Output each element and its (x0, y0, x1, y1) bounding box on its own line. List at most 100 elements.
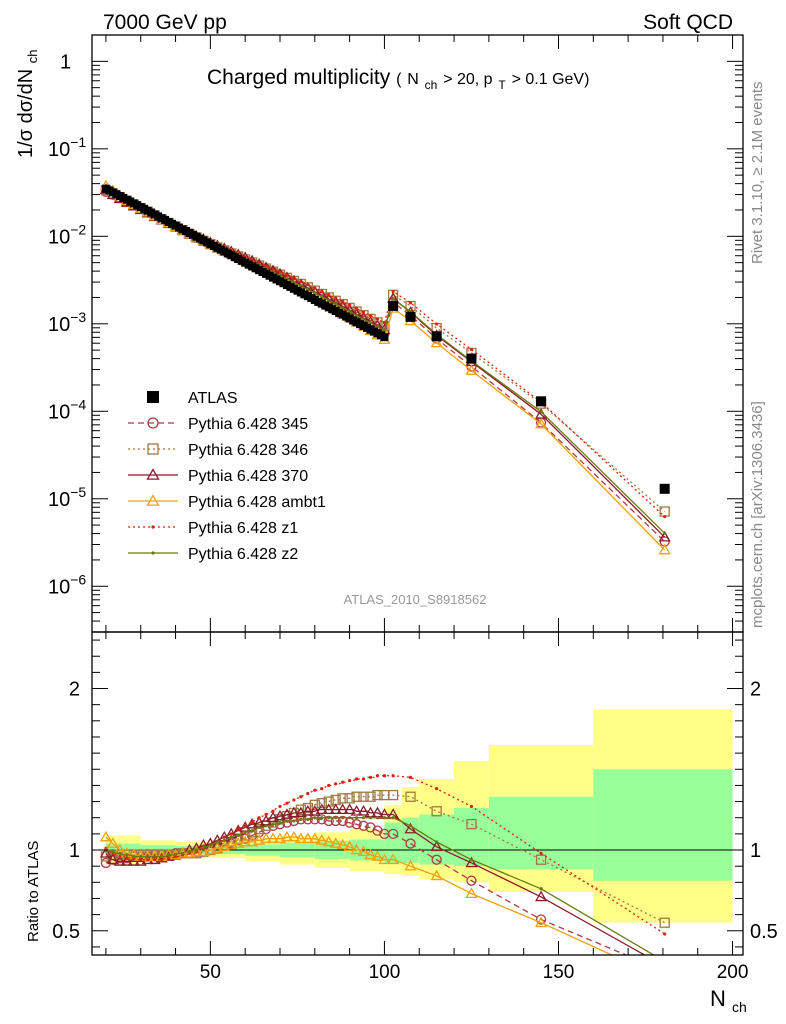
ratio-point-p370-56 (294, 806, 307, 818)
ratio-point-z1-6 (125, 856, 129, 860)
ratio-point-z2-14 (153, 854, 157, 859)
legend-label-ambt1: Pythia 6.428 ambt1 (188, 494, 326, 511)
band-green-12 (488, 796, 594, 870)
ratio-point-ambt1-58 (301, 832, 314, 844)
ratio-point-ambt1-32 (211, 842, 224, 853)
ratio-point-p370-6 (120, 855, 133, 866)
legend-entry-z2: Pythia 6.428 z2 (128, 546, 298, 563)
ratio-point-ambt1-85 (535, 916, 548, 928)
legend-entry-z1: Pythia 6.428 z1 (128, 520, 298, 537)
ratio-point-z2-18 (166, 853, 171, 857)
ratio-point-p370-60 (308, 805, 321, 816)
main-y-tick-exp: −6 (70, 571, 86, 587)
ratio-point-z1-83 (435, 787, 439, 791)
ratio-point-z2-81 (391, 816, 395, 820)
ratio-point-p370-64 (322, 803, 335, 815)
ratio-point-p370-54 (287, 806, 300, 818)
ratio-point-p346-60 (309, 799, 320, 810)
main-point-z2-60 (313, 291, 317, 295)
main-point-z1-50 (278, 270, 282, 274)
ratio-point-p346-85 (535, 854, 547, 865)
ratio-point-z2-86 (663, 960, 666, 963)
ratio-point-z1-12 (146, 858, 150, 862)
ratio-series-group (99, 774, 670, 963)
ratio-point-p370-83 (430, 840, 443, 852)
x-axis-label-sub: ch (732, 999, 747, 1015)
ratio-point-z1-10 (139, 858, 143, 862)
ratio-point-z1-58 (306, 791, 310, 796)
ratio-y-tick-label-2: 2 (69, 679, 80, 701)
main-series-atlas (101, 184, 670, 494)
legend-entry-p346: Pythia 6.428 346 (128, 442, 308, 459)
main-point-z2-81 (391, 297, 395, 301)
main-point-z2-74 (361, 317, 366, 321)
ratio-point-p345-81 (387, 828, 399, 840)
ratio-point-p345-78 (372, 825, 383, 836)
ratio-point-p370-52 (280, 808, 294, 819)
ratio-point-z1-76 (368, 775, 373, 779)
legend-entry-p370: Pythia 6.428 370 (128, 468, 308, 485)
main-point-z1-86 (663, 515, 667, 519)
main-y-tick-label-4: 10−4 (48, 396, 86, 423)
ratio-y-tick-label-0: 0.5 (52, 921, 80, 943)
ratio-point-z1-60 (313, 788, 317, 792)
ratio-point-p345-76 (365, 822, 376, 833)
main-y-tick-exp: −4 (70, 396, 86, 412)
main-frame (91, 34, 744, 633)
main-point-z1-84 (469, 347, 474, 352)
ratio-point-z2-48 (271, 822, 275, 826)
main-point-z1-60 (313, 286, 317, 290)
ratio-point-p370-70 (343, 803, 356, 815)
main-y-tick-label-6: 10−6 (48, 571, 86, 598)
ratio-point-p345-72 (351, 819, 362, 830)
header-energy-label: 7000 GeV pp (103, 11, 227, 34)
x-axis-label: N ch (710, 986, 747, 1015)
main-series-group (99, 179, 671, 555)
ratio-point-ambt1-2 (106, 837, 119, 848)
ratio-point-z2-26 (194, 848, 199, 852)
ratio-point-z2-32 (215, 840, 219, 844)
ratio-point-p370-4 (113, 855, 126, 866)
ratio-line-p346 (105, 794, 665, 924)
main-line-p345 (105, 191, 666, 542)
ratio-point-ambt1-42 (246, 835, 259, 847)
ratio-point-z2-24 (187, 850, 192, 854)
main-point-z2-86 (663, 531, 667, 535)
ratio-point-ambt1-0 (99, 830, 112, 842)
main-point-z2-85 (539, 410, 543, 414)
main-point-z2-56 (299, 284, 303, 288)
ratio-point-p370-84 (465, 856, 478, 868)
ratio-point-ambt1-50 (273, 832, 287, 844)
ratio-point-ambt1-78 (371, 850, 384, 861)
ratio-point-z2-42 (250, 829, 254, 833)
ratio-point-ambt1-36 (225, 838, 238, 850)
atlas-point-85 (536, 396, 547, 407)
ratio-point-z2-58 (306, 817, 310, 821)
ratio-point-z1-38 (236, 827, 240, 831)
ratio-point-p345-84 (466, 875, 477, 886)
ratio-point-z2-50 (278, 820, 282, 825)
ratio-y-tick-label-1: 1 (69, 840, 80, 862)
x-tick-label-2: 150 (543, 962, 575, 983)
main-point-z1-72 (354, 306, 359, 311)
ratio-point-p346-72 (351, 791, 362, 802)
ratio-point-z1-42 (250, 820, 254, 825)
ratio-point-p346-83 (431, 806, 442, 817)
ratio-point-z1-52 (285, 801, 289, 805)
ratio-point-z1-82 (408, 775, 413, 779)
ratio-point-ambt1-38 (232, 837, 245, 848)
ratio-point-p370-58 (301, 805, 314, 816)
ratio-point-p370-85 (535, 890, 548, 902)
ratio-series-z2 (104, 816, 666, 963)
x-tick-label-1: 100 (369, 962, 401, 983)
ratio-point-ambt1-81 (387, 853, 400, 865)
ratio-point-z1-72 (354, 777, 359, 781)
x-tick-label-0: 50 (200, 962, 221, 983)
main-y-tick-base: 10 (48, 489, 70, 511)
ratio-point-ambt1-76 (364, 848, 377, 860)
ratio-point-p346-70 (344, 793, 355, 804)
ratio-series-z1 (104, 774, 667, 936)
ratio-point-z2-10 (139, 854, 143, 859)
